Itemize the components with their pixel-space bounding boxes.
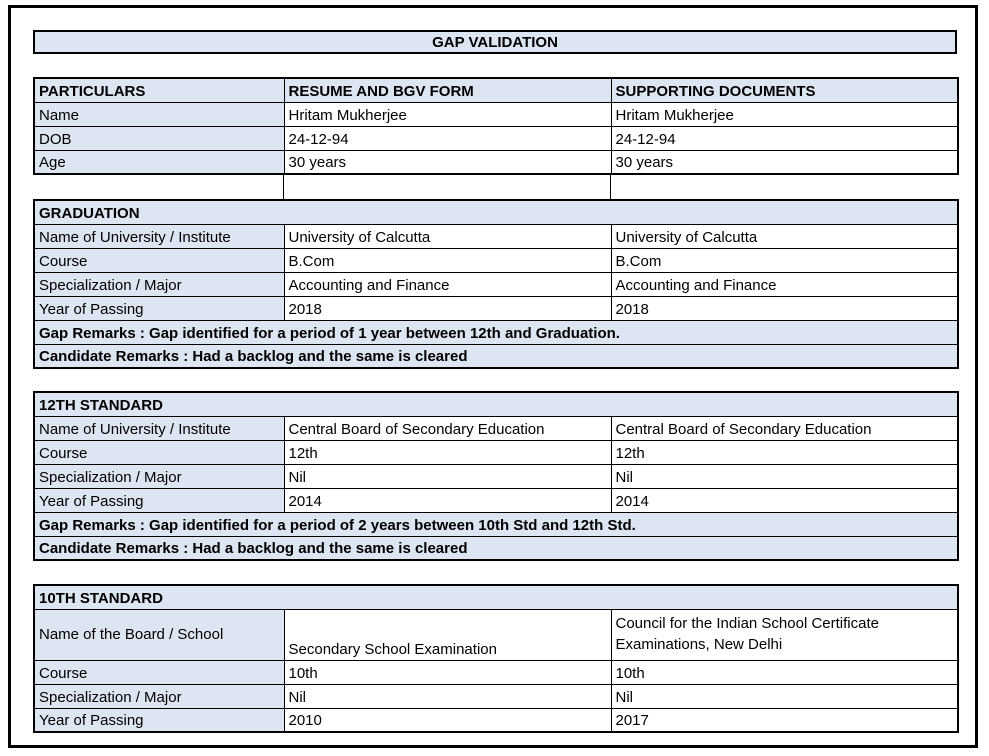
twelfth-standard-table: 12TH STANDARD Name of University / Insti…	[33, 391, 960, 561]
resume-value: University of Calcutta	[283, 223, 612, 249]
section-title: GRADUATION	[33, 199, 959, 225]
table-row: Name Hritam Mukherjee Hritam Mukherjee	[33, 101, 959, 127]
section-header-row: GRADUATION	[33, 199, 959, 225]
table-row: Specialization / Major Nil Nil	[33, 683, 959, 709]
spacer	[33, 54, 957, 77]
candidate-remarks-row: Candidate Remarks : Had a backlog and th…	[33, 343, 959, 369]
resume-value: Secondary School Examination	[283, 608, 612, 661]
table-row: Course 12th 12th	[33, 439, 959, 465]
table-header-row: PARTICULARS RESUME AND BGV FORM SUPPORTI…	[33, 77, 959, 103]
document-content: GAP VALIDATION PARTICULARS RESUME AND BG…	[33, 30, 960, 733]
resume-value: 2010	[283, 707, 612, 733]
supporting-value: 12th	[610, 439, 959, 465]
row-label: Year of Passing	[33, 707, 285, 733]
resume-value: 24-12-94	[283, 125, 612, 151]
supporting-value: B.Com	[610, 247, 959, 273]
section-title: 10TH STANDARD	[33, 584, 959, 610]
column-header-supporting: SUPPORTING DOCUMENTS	[610, 77, 959, 103]
particulars-table: PARTICULARS RESUME AND BGV FORM SUPPORTI…	[33, 77, 959, 175]
supporting-value: Council for the Indian School Certificat…	[610, 608, 959, 661]
table-row: Name of University / Institute Central B…	[33, 415, 959, 441]
candidate-remarks: Candidate Remarks : Had a backlog and th…	[33, 343, 959, 369]
supporting-value: Hritam Mukherjee	[610, 101, 959, 127]
table-row: Name of the Board / School Secondary Sch…	[33, 608, 959, 661]
resume-value: 2018	[283, 295, 612, 321]
spacer	[33, 175, 957, 199]
supporting-value: 2014	[610, 487, 959, 513]
section-header-row: 12TH STANDARD	[33, 391, 959, 417]
row-label: Course	[33, 659, 285, 685]
supporting-value: Central Board of Secondary Education	[610, 415, 959, 441]
resume-value: Central Board of Secondary Education	[283, 415, 612, 441]
table-row: Year of Passing 2014 2014	[33, 487, 959, 513]
gap-remarks-row: Gap Remarks : Gap identified for a perio…	[33, 511, 959, 537]
resume-value: Nil	[283, 683, 612, 709]
candidate-remarks: Candidate Remarks : Had a backlog and th…	[33, 535, 959, 561]
gap-remarks: Gap Remarks : Gap identified for a perio…	[33, 319, 959, 345]
supporting-value: 2018	[610, 295, 959, 321]
graduation-table: GRADUATION Name of University / Institut…	[33, 199, 960, 369]
resume-value: Nil	[283, 463, 612, 489]
resume-value: 12th	[283, 439, 612, 465]
supporting-value: Nil	[610, 463, 959, 489]
section-title: 12TH STANDARD	[33, 391, 959, 417]
tenth-standard-table: 10TH STANDARD Name of the Board / School…	[33, 584, 960, 733]
resume-value: Accounting and Finance	[283, 271, 612, 297]
resume-value: B.Com	[283, 247, 612, 273]
table-row: Specialization / Major Accounting and Fi…	[33, 271, 959, 297]
table-row: Course 10th 10th	[33, 659, 959, 685]
supporting-value: Accounting and Finance	[610, 271, 959, 297]
gap-remarks-row: Gap Remarks : Gap identified for a perio…	[33, 319, 959, 345]
row-label: Specialization / Major	[33, 463, 285, 489]
gap-remarks: Gap Remarks : Gap identified for a perio…	[33, 511, 959, 537]
table-row: Course B.Com B.Com	[33, 247, 959, 273]
row-label: Name of the Board / School	[33, 608, 285, 661]
candidate-remarks-row: Candidate Remarks : Had a backlog and th…	[33, 535, 959, 561]
column-header-resume: RESUME AND BGV FORM	[283, 77, 612, 103]
row-label: Year of Passing	[33, 487, 285, 513]
row-label: Name	[33, 101, 285, 127]
column-border-stub	[610, 175, 611, 199]
table-row: Year of Passing 2010 2017	[33, 707, 959, 733]
column-border-stub	[283, 175, 284, 199]
spacer	[33, 369, 957, 391]
section-header-row: 10TH STANDARD	[33, 584, 959, 610]
resume-value: 2014	[283, 487, 612, 513]
spacer	[33, 561, 957, 584]
supporting-value: 10th	[610, 659, 959, 685]
row-label: Specialization / Major	[33, 683, 285, 709]
table-row: Name of University / Institute Universit…	[33, 223, 959, 249]
row-label: Age	[33, 149, 285, 175]
resume-value: 30 years	[283, 149, 612, 175]
table-row: Age 30 years 30 years	[33, 149, 959, 175]
row-label: Course	[33, 439, 285, 465]
row-label: DOB	[33, 125, 285, 151]
table-row: Specialization / Major Nil Nil	[33, 463, 959, 489]
page-border-frame	[8, 5, 978, 748]
supporting-value: 2017	[610, 707, 959, 733]
row-label: Name of University / Institute	[33, 415, 285, 441]
table-row: DOB 24-12-94 24-12-94	[33, 125, 959, 151]
column-header-particulars: PARTICULARS	[33, 77, 285, 103]
table-row: Year of Passing 2018 2018	[33, 295, 959, 321]
page-title: GAP VALIDATION	[33, 30, 957, 54]
row-label: Year of Passing	[33, 295, 285, 321]
resume-value: 10th	[283, 659, 612, 685]
row-label: Course	[33, 247, 285, 273]
row-label: Name of University / Institute	[33, 223, 285, 249]
supporting-value: 24-12-94	[610, 125, 959, 151]
supporting-value: University of Calcutta	[610, 223, 959, 249]
supporting-value: 30 years	[610, 149, 959, 175]
resume-value: Hritam Mukherjee	[283, 101, 612, 127]
row-label: Specialization / Major	[33, 271, 285, 297]
supporting-value: Nil	[610, 683, 959, 709]
